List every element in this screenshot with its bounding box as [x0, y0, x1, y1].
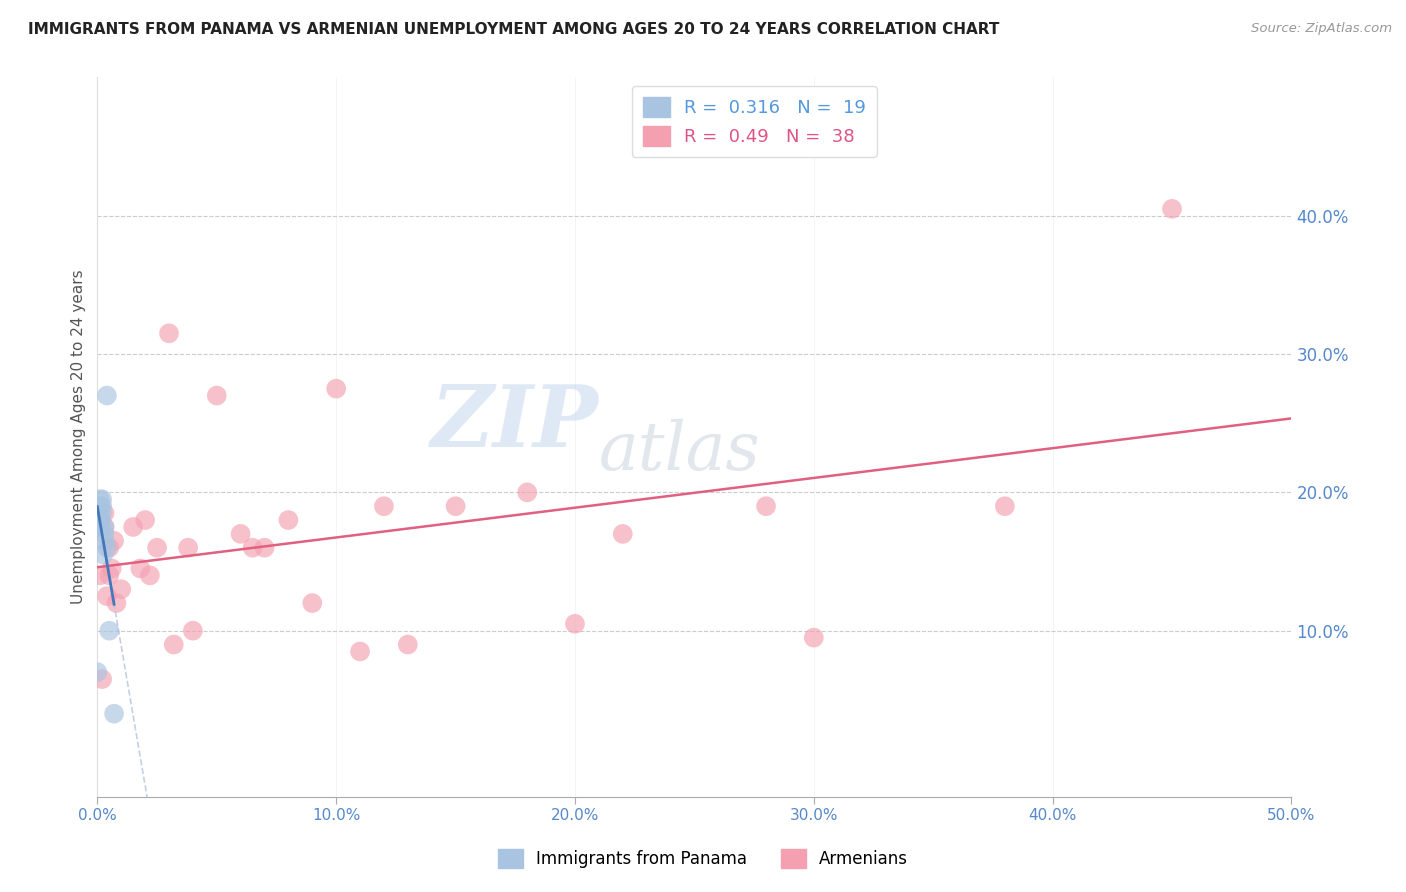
Point — [90, 513, 112, 527]
Point — [98, 568, 121, 582]
Point — [93, 533, 115, 548]
Point — [89, 568, 111, 582]
Point — [253, 541, 276, 555]
Point — [86, 665, 108, 680]
Point — [205, 388, 228, 402]
Point — [163, 638, 186, 652]
Point — [396, 638, 419, 652]
Point — [444, 500, 467, 514]
Point — [516, 485, 538, 500]
Text: ZIP: ZIP — [432, 381, 599, 465]
Point — [146, 541, 169, 555]
Text: IMMIGRANTS FROM PANAMA VS ARMENIAN UNEMPLOYMENT AMONG AGES 20 TO 24 YEARS CORREL: IMMIGRANTS FROM PANAMA VS ARMENIAN UNEMP… — [28, 22, 1000, 37]
Point — [349, 644, 371, 658]
Point — [1161, 202, 1184, 216]
Point — [110, 582, 132, 597]
Point — [277, 513, 299, 527]
Point — [134, 513, 156, 527]
Point — [994, 500, 1017, 514]
Point — [177, 541, 200, 555]
Point — [91, 492, 114, 507]
Point — [96, 388, 118, 402]
Point — [157, 326, 180, 341]
Point — [229, 527, 252, 541]
Point — [325, 382, 347, 396]
Point — [103, 706, 125, 721]
Point — [89, 513, 111, 527]
Legend: Immigrants from Panama, Armenians: Immigrants from Panama, Armenians — [491, 843, 915, 875]
Legend: R =  0.316   N =  19, R =  0.49   N =  38: R = 0.316 N = 19, R = 0.49 N = 38 — [631, 87, 877, 157]
Point — [89, 492, 111, 507]
Point — [755, 500, 778, 514]
Point — [96, 589, 118, 603]
Point — [129, 561, 152, 575]
Point — [98, 541, 121, 555]
Point — [139, 568, 162, 582]
Point — [122, 520, 145, 534]
Point — [91, 672, 114, 686]
Text: atlas: atlas — [599, 419, 761, 484]
Point — [91, 548, 114, 562]
Point — [93, 506, 115, 520]
Point — [373, 500, 395, 514]
Point — [93, 520, 115, 534]
Point — [242, 541, 264, 555]
Point — [103, 533, 125, 548]
Point — [100, 561, 122, 575]
Point — [181, 624, 204, 638]
Point — [91, 500, 114, 514]
Point — [564, 616, 586, 631]
Text: Source: ZipAtlas.com: Source: ZipAtlas.com — [1251, 22, 1392, 36]
Point — [90, 520, 112, 534]
Point — [93, 520, 115, 534]
Point — [105, 596, 128, 610]
Point — [96, 541, 118, 555]
Point — [87, 520, 110, 534]
Y-axis label: Unemployment Among Ages 20 to 24 years: Unemployment Among Ages 20 to 24 years — [72, 269, 86, 605]
Point — [89, 500, 111, 514]
Point — [93, 527, 115, 541]
Point — [803, 631, 825, 645]
Point — [87, 506, 110, 520]
Point — [612, 527, 634, 541]
Point — [98, 624, 121, 638]
Point — [91, 506, 114, 520]
Point — [301, 596, 323, 610]
